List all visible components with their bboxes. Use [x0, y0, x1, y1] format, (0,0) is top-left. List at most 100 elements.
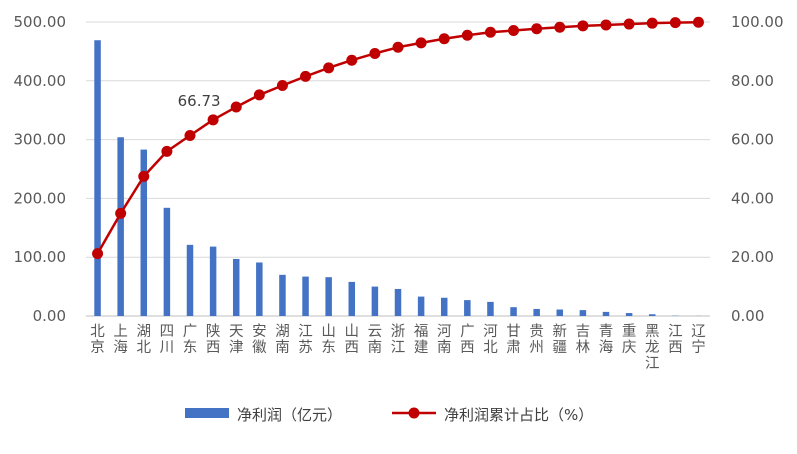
y-left-tick-label: 200.00: [14, 189, 67, 207]
legend: 净利润（亿元） 净利润累计占比（%）: [185, 406, 593, 424]
line-marker: [554, 22, 565, 33]
x-tick-label: 安徽: [252, 323, 267, 356]
x-tick-label: 黑龙江: [645, 324, 660, 372]
line-marker: [277, 80, 288, 91]
x-tick-label: 广东: [183, 323, 198, 356]
bar: [649, 314, 656, 316]
line-marker: [393, 42, 404, 53]
x-tick-label: 山东: [321, 323, 336, 356]
x-tick-label: 河南: [437, 323, 452, 356]
line-marker: [185, 130, 196, 141]
x-tick-label: 湖北: [137, 323, 152, 356]
line-marker: [92, 248, 103, 259]
bar-series: [94, 40, 701, 316]
line-marker: [300, 71, 311, 82]
legend-swatch-bar: [185, 408, 229, 418]
bar: [164, 208, 171, 316]
axes: 0.00 0.00 100.00 20.00 200.00 40.00 300.00 60.0…: [14, 13, 784, 372]
line-marker: [601, 19, 612, 30]
y-right-tick-label: 60.00: [731, 131, 774, 149]
line-marker: [508, 25, 519, 36]
x-tick-label: 吉林: [576, 323, 591, 356]
bar: [557, 310, 564, 316]
gridlines: [86, 22, 710, 316]
bar: [94, 40, 101, 316]
line-marker: [485, 27, 496, 38]
y-left-tick-label: 0.00: [33, 307, 66, 325]
bar: [580, 310, 587, 316]
x-tick-label: 北京: [90, 323, 105, 356]
x-tick-label: 广西: [460, 323, 475, 356]
y-left-tick-label: 400.00: [14, 72, 67, 90]
x-tick-label: 甘肃: [506, 323, 521, 356]
bar: [302, 277, 309, 316]
y-right-tick-label: 100.00: [731, 13, 784, 31]
x-tick-label: 重庆: [622, 323, 637, 356]
x-tick-label: 四川: [160, 324, 175, 356]
bar: [510, 307, 517, 316]
x-tick-label: 陕西: [206, 323, 221, 356]
bar: [233, 259, 240, 316]
bar: [187, 245, 194, 316]
line-marker: [115, 208, 126, 219]
bar: [603, 312, 610, 316]
y-right-tick-label: 40.00: [731, 189, 774, 207]
data-label: 66.73: [178, 92, 221, 110]
line-marker: [254, 89, 265, 100]
line-marker: [231, 101, 242, 112]
line-marker: [670, 17, 681, 28]
y-right-tick-label: 20.00: [731, 248, 774, 266]
x-tick-label: 江苏: [298, 323, 313, 356]
x-tick-label: 福建: [414, 323, 429, 356]
line-series: [92, 17, 704, 259]
bar: [487, 302, 494, 316]
bar: [533, 309, 540, 316]
bar: [325, 277, 332, 316]
x-tick-label: 河北: [483, 323, 498, 356]
x-tick-label: 湖南: [275, 323, 290, 356]
x-tick-label: 江西: [668, 323, 683, 356]
legend-label-line: 净利润累计占比（%）: [444, 406, 593, 424]
y-right-tick-label: 0.00: [731, 307, 764, 325]
y-right-tick-label: 80.00: [731, 72, 774, 90]
y-left-tick-label: 100.00: [14, 248, 67, 266]
x-tick-label: 贵州: [529, 323, 544, 356]
legend-label-bar: 净利润（亿元）: [237, 406, 342, 424]
line-marker: [531, 23, 542, 34]
line-marker: [462, 30, 473, 41]
line-marker: [647, 18, 658, 29]
bar: [372, 287, 379, 316]
bar: [395, 289, 402, 316]
bar: [117, 137, 124, 316]
data-labels: 66.73: [178, 92, 221, 110]
x-tick-label: 青海: [599, 323, 614, 356]
x-tick-label: 天津: [229, 324, 244, 356]
line-marker: [369, 48, 380, 59]
bar: [210, 247, 217, 316]
x-tick-label: 上海: [113, 323, 128, 356]
line-marker: [346, 55, 357, 66]
line-marker: [138, 171, 149, 182]
line-marker: [416, 37, 427, 48]
x-tick-label: 浙江: [391, 323, 406, 356]
y-left-tick-label: 300.00: [14, 131, 67, 149]
line-marker: [577, 20, 588, 31]
bar: [441, 298, 448, 316]
y-left-tick-label: 500.00: [14, 13, 67, 31]
bar: [626, 313, 633, 316]
bar: [349, 282, 356, 316]
line-marker: [439, 33, 450, 44]
bar: [279, 275, 286, 316]
bar: [418, 297, 425, 316]
line-marker: [208, 114, 219, 125]
x-tick-label: 山西: [345, 323, 360, 356]
line-marker: [693, 17, 704, 28]
x-tick-label: 新疆: [553, 323, 568, 356]
line-marker: [161, 146, 172, 157]
legend-swatch-marker: [409, 408, 420, 419]
x-tick-label: 云南: [368, 324, 383, 356]
bar: [464, 300, 471, 316]
line-marker: [624, 19, 635, 30]
